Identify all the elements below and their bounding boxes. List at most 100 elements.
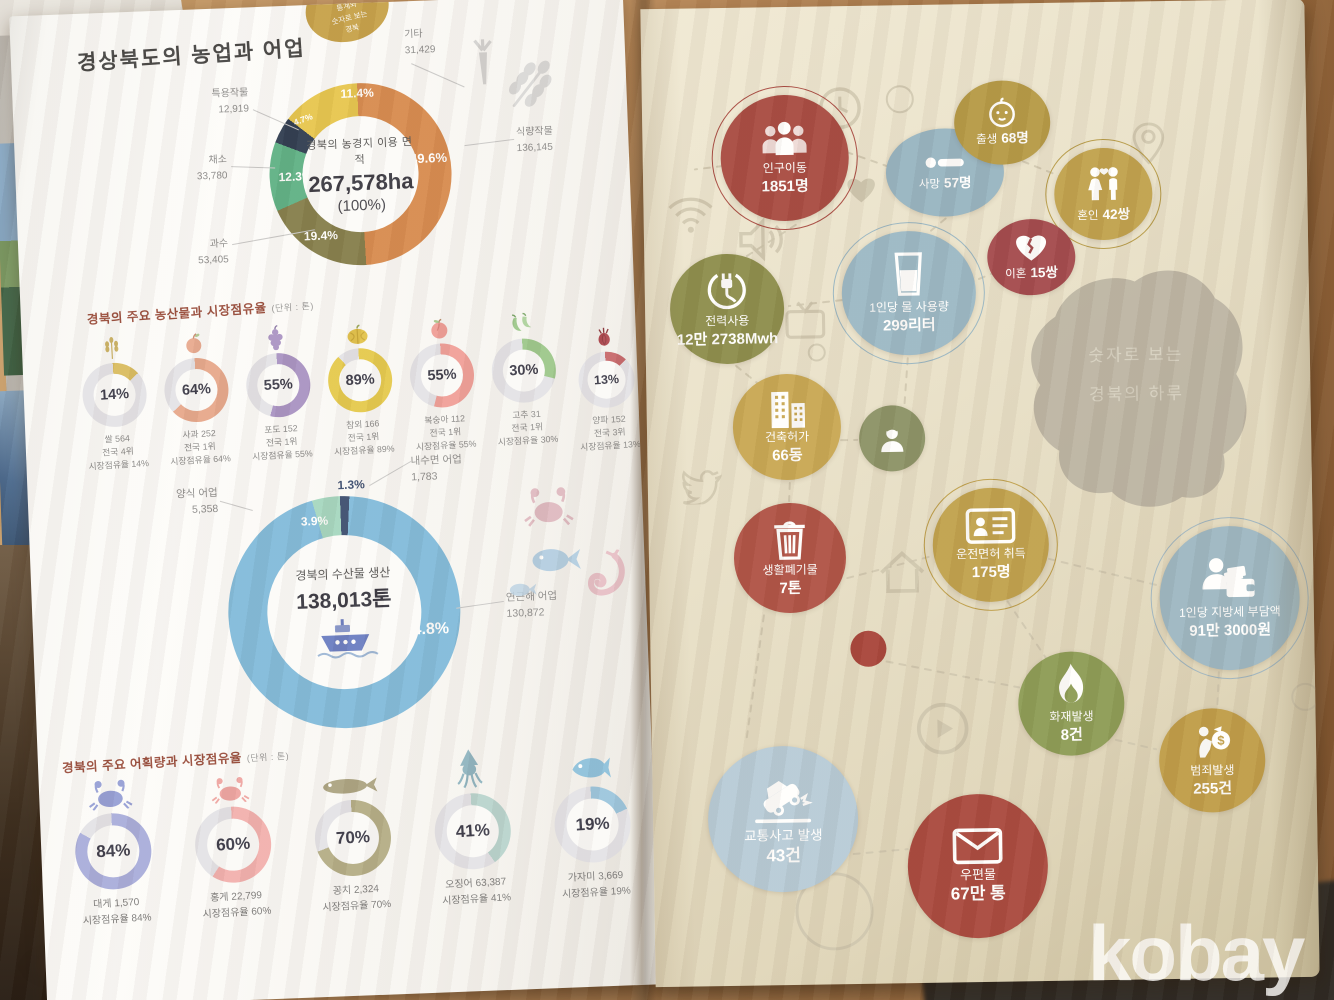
share-pct: 30% (501, 348, 547, 393)
crop-item-pepper: 30% 고추 31 전국 1위 시장점유율 30% (479, 309, 570, 460)
callout-value: 33,780 (196, 169, 228, 182)
crop-label: 포도 152 전국 1위 시장점유율 55% (251, 423, 313, 463)
share-pct: 19% (565, 797, 621, 852)
donut-center-value: 138,013톤 (295, 587, 392, 614)
share-pct: 60% (205, 817, 261, 873)
stat-label: 혼인 (1077, 210, 1099, 223)
catch-label: 대게 1,570 시장점유율 84% (82, 896, 152, 927)
callout-value: 5,358 (191, 503, 219, 517)
donut-center-label: 경북의 농경지 이용 면적 (306, 135, 413, 166)
pepper-icon (512, 312, 532, 331)
stat-circle-fire: 화재발생 8건 (1017, 650, 1126, 757)
stat-value: 299리터 (882, 316, 936, 335)
section-title: 경북의 주요 농산물과 시장점유율 (86, 301, 268, 327)
stat-value: 42쌍 (1102, 206, 1131, 223)
callout-value: 136,145 (516, 141, 553, 154)
stat-circle-crime: $ 범죄발생 255건 (1158, 707, 1267, 814)
stat-value: 175명 (971, 563, 1011, 582)
gyeongbuk-map-silhouette (1031, 270, 1247, 507)
callout-special-crops: 특용작물 12,919 (176, 85, 249, 119)
catch-item-squid: 41% 오징어 63,387 시장점유율 41% (409, 749, 537, 910)
fish-icon (323, 777, 378, 794)
crops-section-header: 경북의 주요 농산물과 시장점유율 (단위 : 톤) (86, 294, 315, 328)
stat-label: 화재발생 (1049, 709, 1094, 725)
stat-value: 1851명 (761, 177, 809, 196)
fish-watermark-icon (532, 548, 581, 572)
crop-item-onion: 13% 양파 152 전국 3위 시장점유율 13% (562, 322, 651, 455)
car-crash-icon (755, 781, 813, 824)
share-gauge: 13% (576, 350, 637, 410)
donut-center-value: 267,578ha (307, 167, 414, 197)
stat-circle-local-tax: 1인당 지방세 부담액 91만 3000원 (1158, 525, 1301, 672)
stat-label: 인구이동 (762, 161, 808, 176)
stat-value: 91만 3000원 (1189, 621, 1272, 640)
share-gauge: 30% (490, 336, 558, 405)
catch-item-snow-crab: 84% 대게 1,570 시장점유율 84% (50, 778, 178, 930)
stat-label: 범죄발생 (1190, 763, 1235, 779)
share-pct: 14% (92, 372, 137, 418)
catch-item-flatfish: 19% 가자미 3,669 시장점유율 19% (529, 751, 657, 903)
leader-line (411, 63, 465, 88)
stat-label: 생활폐기물 (762, 563, 818, 578)
crab-watermark-icon (524, 487, 574, 527)
stat-label: 운전면허 취득 (956, 546, 1026, 562)
section-unit: (단위 : 톤) (271, 300, 315, 314)
peach-icon (431, 318, 448, 339)
wheat-icon (105, 336, 119, 359)
callout-value: 130,872 (506, 606, 545, 621)
crop-label: 복숭아 112 전국 1위 시장점유율 55% (415, 413, 477, 453)
crop-label: 사과 252 전국 1위 시장점유율 64% (170, 427, 232, 468)
share-gauge: 14% (80, 361, 149, 429)
section-title: 경북의 주요 어획량과 시장점유율 (61, 750, 243, 776)
segment-pct: 11.4% (340, 85, 375, 101)
stat-circle-death: 사망 57명 (885, 127, 1005, 218)
share-gauge: 19% (552, 784, 633, 865)
stat-circle-driver-license: 운전면허 취득 175명 (931, 486, 1050, 603)
catch-label: 홍게 22,799 시장점유율 60% (202, 890, 272, 920)
badge-line: 경북 (344, 22, 360, 35)
leader-line (231, 166, 276, 169)
carrot-icon (473, 39, 492, 85)
share-pct: 13% (586, 359, 627, 400)
share-gauge: 41% (432, 791, 513, 872)
stat-circle-divorce: 이혼 15쌍 (986, 218, 1076, 296)
stat-circle-marriage: 혼인 42쌍 (1053, 147, 1154, 241)
stat-value: 68명 (1001, 130, 1029, 146)
buildings-icon (771, 392, 806, 429)
callout-value: 31,429 (404, 43, 436, 56)
crop-label: 참외 166 전국 1위 시장점유율 89% (333, 418, 395, 458)
callout-label: 식량작물 (515, 125, 554, 139)
callout-etc: 기타 31,429 (404, 26, 436, 58)
stat-circle-water-usage: 1인당 물 사용량 299리터 (840, 230, 977, 357)
catch-share-donuts: 84% 대게 1,570 시장점유율 84% 60% 홍게 22,799 시장점유율… (50, 749, 661, 930)
crop-item-rice: 14% 쌀 564 전국 4위 시장점유율 14% (70, 334, 161, 485)
stat-value: 12만 2738Mwh (676, 330, 779, 349)
thief-money-bag-icon: $ (1198, 726, 1231, 759)
callout-fruit: 과수 53,405 (166, 236, 229, 269)
trash-can-icon (774, 521, 805, 561)
share-gauge: 64% (162, 356, 231, 424)
wifi-icon (668, 197, 713, 233)
melon-icon (347, 324, 368, 344)
person-icon (881, 427, 904, 453)
squid-icon (457, 749, 483, 789)
stat-label: 우편물 (959, 866, 997, 882)
crab-icon (89, 779, 133, 811)
callout-label: 채소 (208, 154, 228, 166)
donut-center-sub: (100%) (337, 195, 387, 215)
person-lying-icon (925, 157, 964, 168)
callout-vegetable: 채소 33,780 (165, 152, 228, 185)
share-pct: 55% (256, 362, 301, 408)
home-icon (880, 551, 925, 594)
stat-circle-mail: 우편물 67만 통 (906, 792, 1049, 940)
crop-item-peach: 55% 복숭아 112 전국 1위 시장점유율 55% (398, 314, 489, 465)
heart-icon (847, 178, 875, 203)
water-glass-icon (894, 252, 922, 297)
stat-circle-building-permits: 건축허가 66동 (732, 373, 842, 481)
flame-icon (1059, 664, 1084, 704)
callout-aquaculture: 양식 어업 5,358 (151, 485, 219, 520)
share-gauge: 55% (244, 351, 313, 420)
twitter-bird-icon (682, 470, 723, 505)
catch-label: 꽁치 2,324 시장점유율 70% (322, 883, 392, 914)
wheat-grain-icon (508, 60, 552, 108)
